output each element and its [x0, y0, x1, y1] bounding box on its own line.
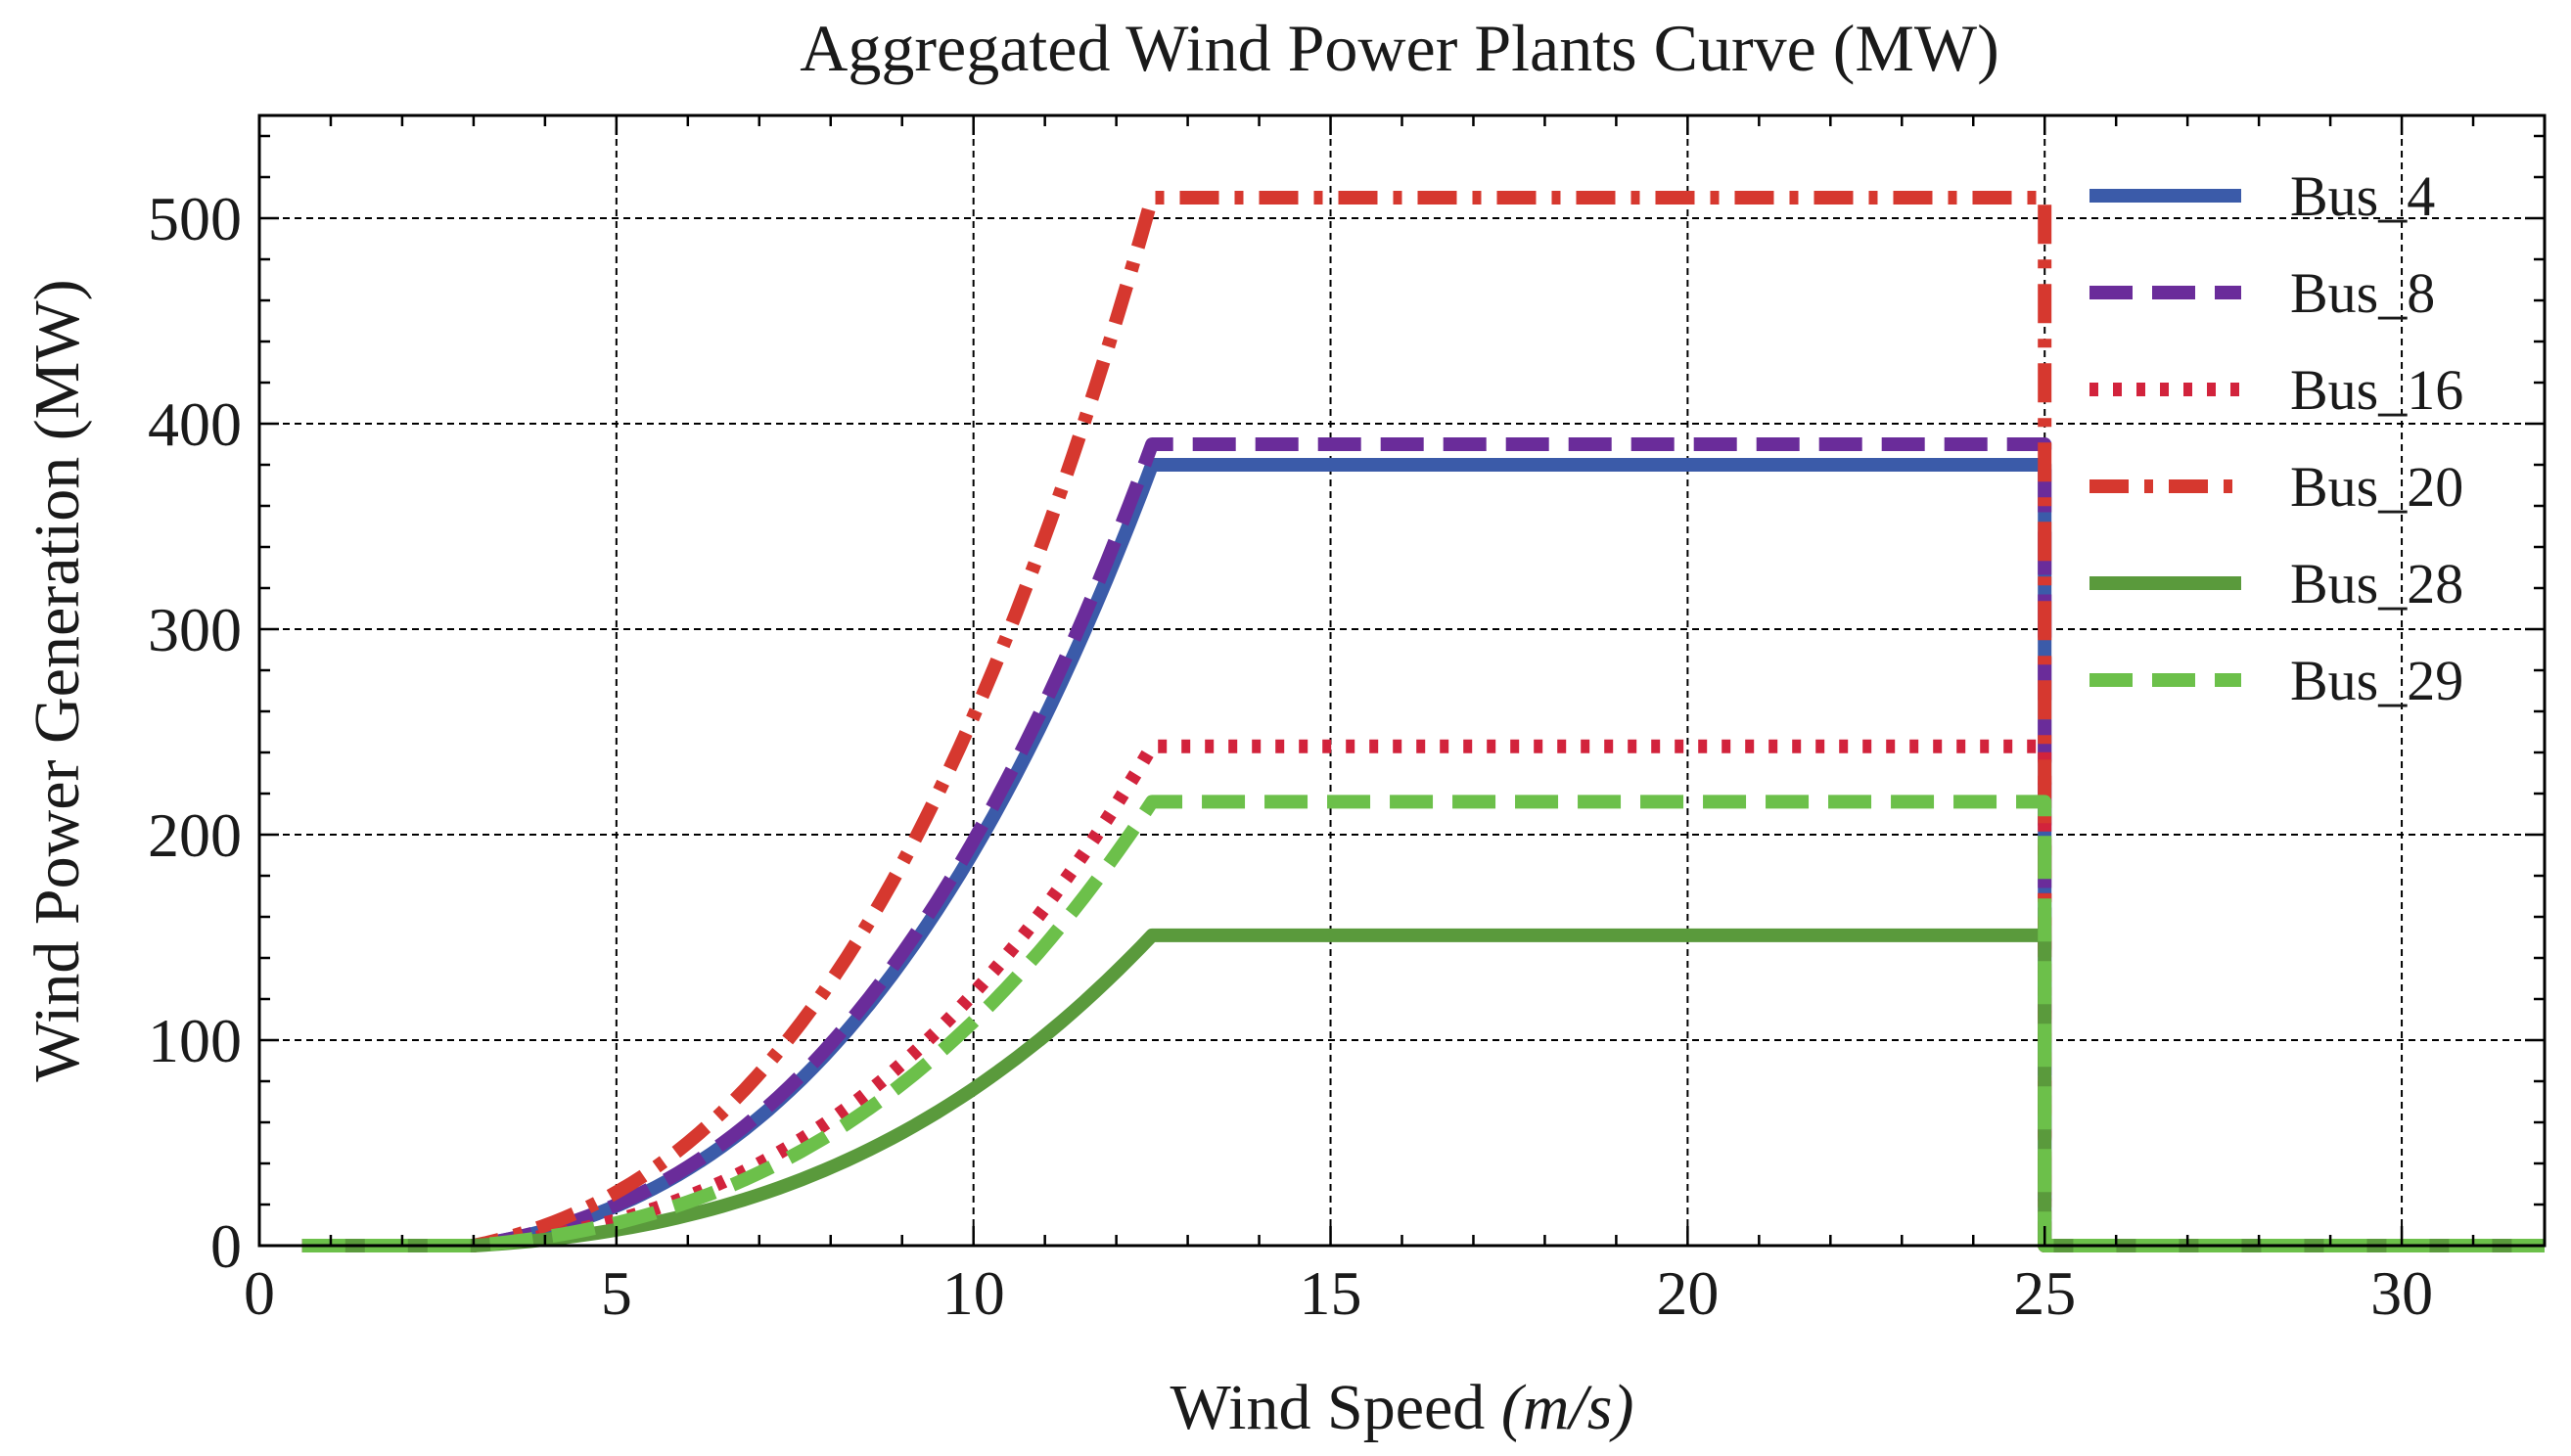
y-tick-label: 200 — [148, 800, 242, 870]
y-tick-label: 500 — [148, 184, 242, 253]
x-tick-label: 25 — [2013, 1258, 2076, 1328]
y-tick-label: 400 — [148, 389, 242, 459]
series-line-bus-20 — [301, 191, 2545, 1252]
series-lines — [301, 191, 2545, 1252]
axis-ticks — [257, 115, 2547, 1248]
legend-label: Bus_4 — [2290, 164, 2435, 228]
x-tick-label: 15 — [1300, 1258, 1362, 1328]
y-tick-label: 300 — [148, 595, 242, 664]
x-axis-title: Wind Speed (m/s) — [1171, 1372, 1634, 1443]
x-tick-label: 10 — [942, 1258, 1005, 1328]
y-axis-title: Wind Power Generation (MW) — [22, 279, 93, 1081]
legend-label: Bus_29 — [2290, 649, 2463, 712]
legend-label: Bus_28 — [2290, 552, 2463, 615]
y-tick-label: 100 — [148, 1006, 242, 1075]
legend-label: Bus_16 — [2290, 358, 2463, 422]
series-line-bus-29 — [301, 795, 2545, 1252]
legend-label: Bus_8 — [2290, 261, 2435, 325]
chart-title: Aggregated Wind Power Plants Curve (MW) — [800, 11, 1998, 85]
legend-label: Bus_20 — [2290, 455, 2463, 519]
x-tick-label: 5 — [601, 1258, 632, 1328]
x-tick-label: 30 — [2370, 1258, 2433, 1328]
x-tick-label: 0 — [244, 1258, 275, 1328]
x-tick-label: 20 — [1656, 1258, 1719, 1328]
y-tick-label: 0 — [210, 1211, 242, 1281]
x-axis-title-unit: (m/s) — [1501, 1372, 1634, 1443]
x-axis-title-text: Wind Speed — [1171, 1372, 1486, 1443]
plot-frame — [257, 114, 2547, 1248]
series-line-bus-8 — [301, 437, 2545, 1252]
legend: Bus_4 Bus_8 Bus_16 Bus_20 Bus_28 Bus_29 — [2089, 164, 2463, 712]
grid — [259, 115, 2545, 1246]
